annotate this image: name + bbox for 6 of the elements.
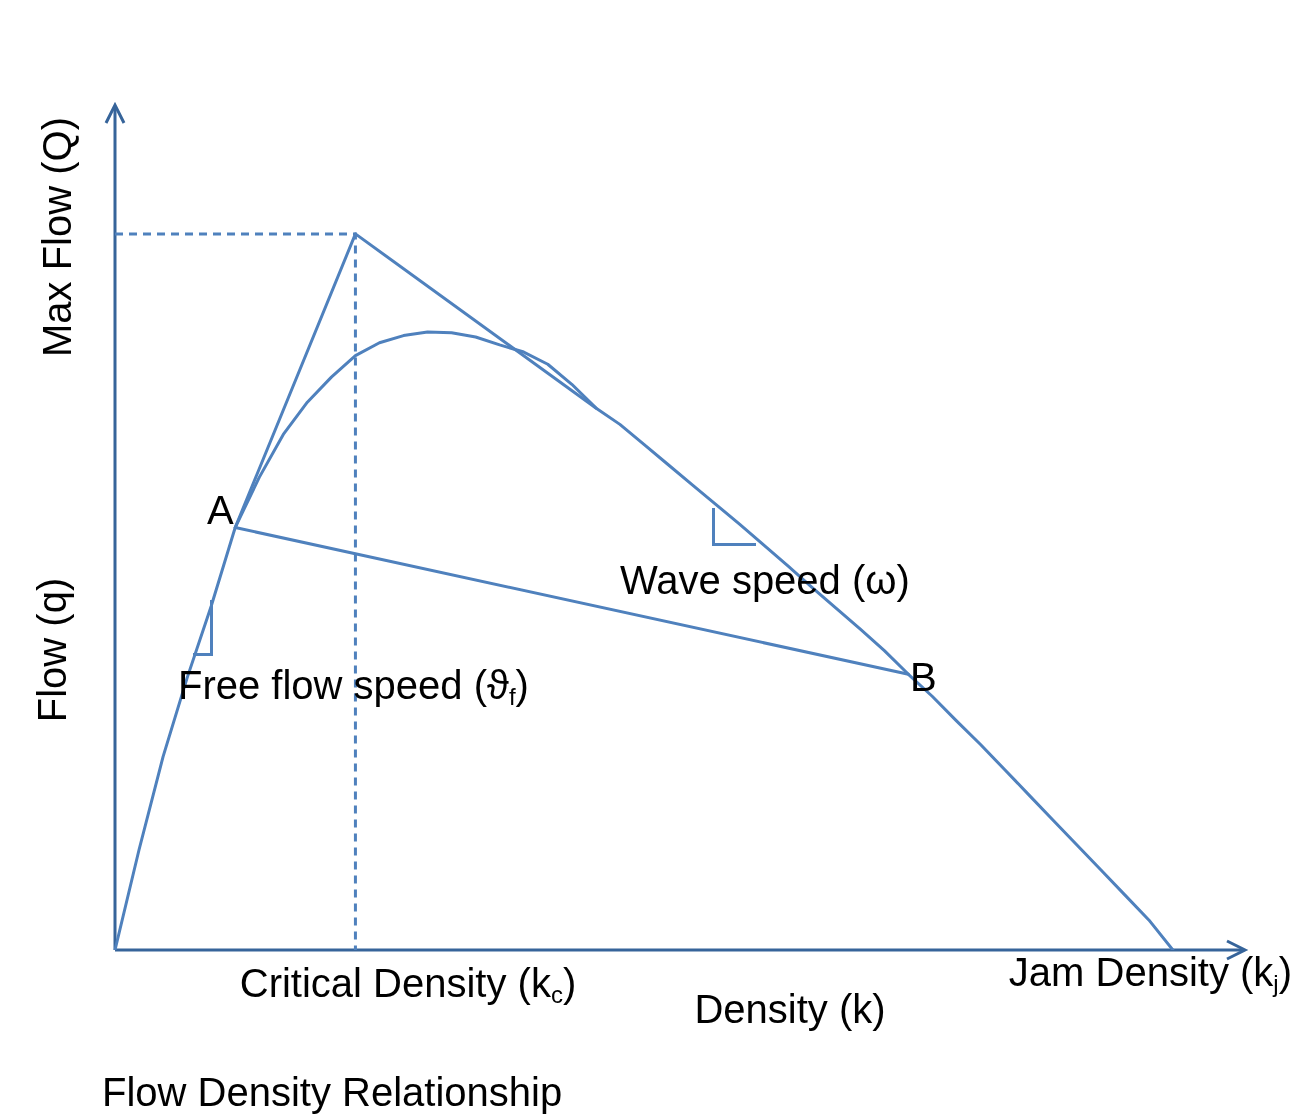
y-axis-title: Flow (q) [30, 577, 75, 723]
text: Max Flow (Q) [35, 117, 80, 357]
annotation: B [910, 655, 937, 700]
x-axis-title: Density (k) [694, 987, 886, 1032]
text: Flow Density Relationship [102, 1070, 563, 1115]
annotation: A [207, 488, 234, 533]
